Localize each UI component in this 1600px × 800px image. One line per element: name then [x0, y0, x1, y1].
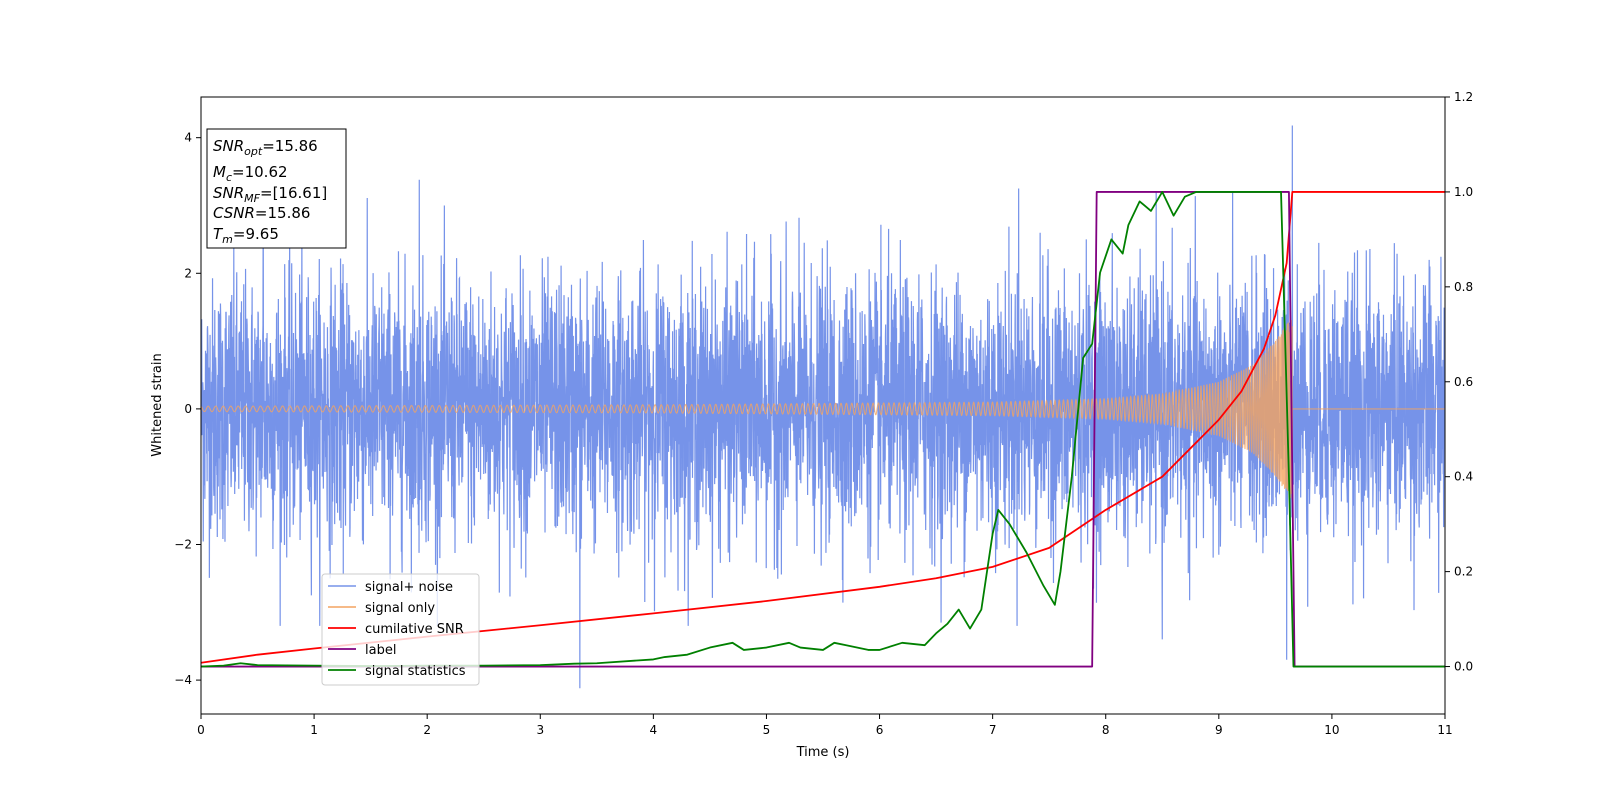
x-axis: 0 1 2 3 4 5 6 7 8 9 10 11 — [197, 714, 1453, 737]
x-tick-label: 7 — [989, 723, 997, 737]
x-tick-label: 0 — [197, 723, 205, 737]
series-signal-only-line — [201, 320, 1445, 500]
x-tick-label: 4 — [650, 723, 658, 737]
y-right-tick-label: 0.6 — [1454, 375, 1473, 389]
x-tick-label: 8 — [1102, 723, 1110, 737]
x-tick-label: 9 — [1215, 723, 1223, 737]
y-left-axis: 4 2 0 −2 −4 — [174, 131, 201, 687]
legend-label: signal+ noise — [365, 580, 453, 595]
y-right-tick-label: 0.2 — [1454, 565, 1473, 579]
y-left-tick-label: −4 — [174, 673, 192, 687]
annotation-line: SNRopt=15.86 — [213, 137, 318, 158]
y-left-tick-label: −2 — [174, 537, 192, 551]
y-left-tick-label: 4 — [184, 131, 192, 145]
plot-frame — [200, 96, 1446, 715]
x-tick-label: 3 — [536, 723, 544, 737]
y-right-tick-label: 1.2 — [1454, 90, 1473, 104]
annotation-line: Mc=10.62 — [213, 163, 288, 184]
y-right-tick-label: 0.8 — [1454, 280, 1473, 294]
legend-frame — [321, 573, 480, 686]
legend-label: label — [365, 643, 396, 658]
x-tick-label: 11 — [1437, 723, 1452, 737]
series-signal-statistics-line — [201, 191, 1445, 668]
legend-label: signal statistics — [365, 664, 466, 679]
annotation-box: SNRopt=15.86 Mc=10.62SNRMF=[16.61]CSNR=15… — [206, 128, 347, 249]
y-right-axis: 1.2 1.0 0.8 0.6 0.4 0.2 0.0 — [1445, 90, 1473, 674]
x-tick-label: 6 — [876, 723, 884, 737]
x-tick-label: 10 — [1324, 723, 1339, 737]
annotation-line: SNRMF=[16.61] — [213, 184, 327, 205]
legend-label: cumilative SNR — [365, 622, 464, 637]
annotation-line: Tm=9.65 — [213, 225, 279, 246]
x-tick-label: 2 — [423, 723, 431, 737]
x-tick-label: 5 — [763, 723, 771, 737]
y-left-tick-label: 0 — [184, 402, 192, 416]
y-right-tick-label: 0.4 — [1454, 470, 1473, 484]
y-right-tick-label: 1.0 — [1454, 185, 1473, 199]
x-tick-label: 1 — [310, 723, 318, 737]
x-axis-label: Time (s) — [796, 745, 850, 760]
annotation-frame — [206, 128, 347, 249]
legend: signal+ noise signal only cumilative SNR la… — [321, 573, 480, 686]
y-right-tick-label: 0.0 — [1454, 660, 1473, 674]
y-axis-label: Whitened strain — [150, 353, 165, 456]
annotation-line: CSNR=15.86 — [213, 204, 310, 222]
y-left-tick-label: 2 — [184, 266, 192, 280]
legend-label: signal only — [365, 601, 435, 616]
